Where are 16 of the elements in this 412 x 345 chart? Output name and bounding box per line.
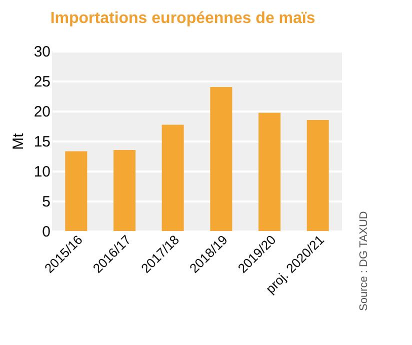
y-axis-title: Mt: [10, 132, 27, 150]
bar: [162, 124, 184, 231]
bar: [306, 120, 329, 231]
y-tick-label: 20: [34, 104, 50, 120]
y-tick-label: 5: [42, 194, 50, 210]
y-tick-label: 10: [34, 164, 50, 180]
bar: [114, 150, 136, 231]
bar: [258, 112, 280, 231]
y-tick-label: 0: [42, 224, 50, 240]
y-tick-label: 15: [34, 134, 50, 150]
y-tick-label: 30: [34, 44, 50, 60]
chart-title: Importations européennes de maïs: [50, 10, 316, 27]
source-note: Source : DG TAXUD: [358, 211, 370, 311]
bar: [65, 151, 88, 231]
y-tick-label: 25: [34, 74, 50, 90]
bar: [210, 87, 232, 231]
